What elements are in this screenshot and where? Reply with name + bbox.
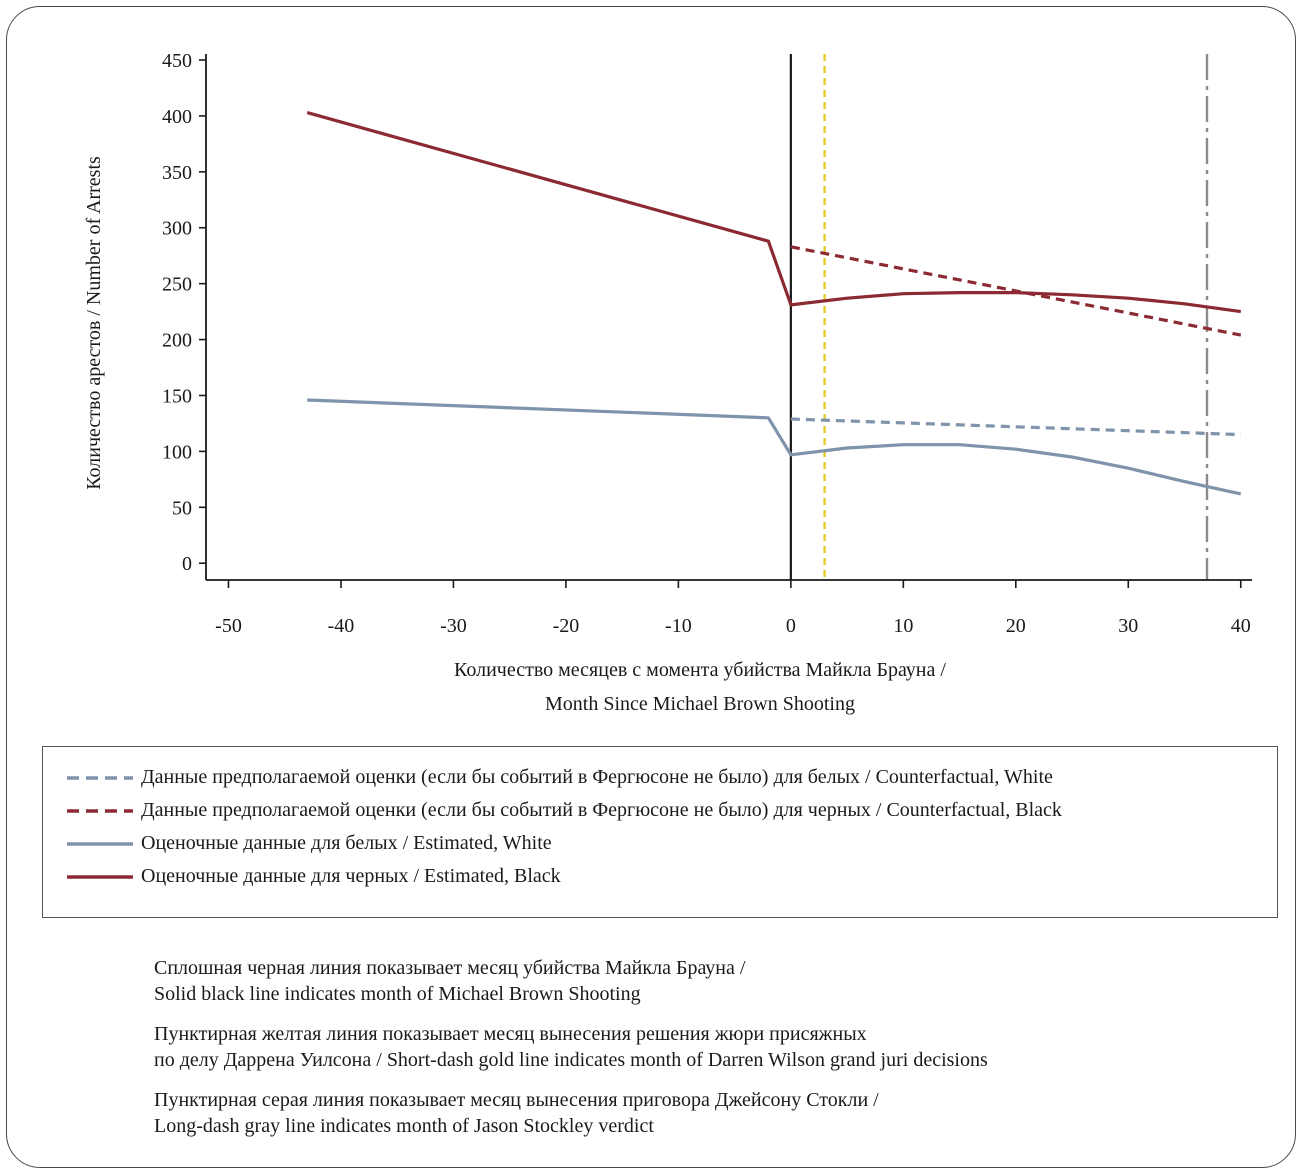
- legend-item: Оценочные данные для белых / Estimated, …: [43, 827, 1277, 860]
- legend-item: Оценочные данные для черных / Estimated,…: [43, 860, 1277, 893]
- legend-label: Оценочные данные для черных / Estimated,…: [141, 865, 561, 887]
- y-tick-label: 450: [162, 50, 192, 72]
- note-text: по делу Даррена Уилсона / Short-dash gol…: [154, 1049, 988, 1071]
- series-line-2: [307, 398, 1242, 496]
- legend-item: Данные предполагаемой оценки (если бы со…: [43, 761, 1277, 794]
- legend-swatch-counterfactual-white: [67, 775, 133, 780]
- y-tick-label: 300: [162, 218, 192, 240]
- figure-frame: [6, 6, 1296, 1168]
- note-text: Long-dash gray line indicates month of J…: [154, 1115, 654, 1137]
- note-text: Сплошная черная линия показывает месяц у…: [154, 957, 746, 979]
- legend-swatch-estimated-black: [67, 874, 133, 879]
- note-gold-dash-line: Пунктирная желтая линия показывает месяц…: [154, 1021, 1254, 1073]
- x-tick-label: 10: [893, 615, 913, 637]
- y-tick-label: 200: [162, 330, 192, 352]
- x-tick-label: -10: [665, 615, 692, 637]
- series-line-0: [790, 417, 1241, 437]
- x-tick-label: -30: [440, 615, 467, 637]
- reference-lines: [789, 54, 1209, 580]
- legend-label: Оценочные данные для белых / Estimated, …: [141, 832, 552, 854]
- note-solid-black-line: Сплошная черная линия показывает месяц у…: [154, 955, 1254, 1007]
- y-tick-label: 100: [162, 441, 192, 463]
- x-axis-label-line1: Количество месяцев с момента убийства Ма…: [454, 659, 946, 681]
- x-tick-label: 0: [786, 615, 796, 637]
- note-text: Solid black line indicates month of Mich…: [154, 983, 641, 1005]
- y-tick-label: 350: [162, 162, 192, 184]
- legend-swatch-counterfactual-black: [67, 808, 133, 813]
- x-tick-label: -50: [215, 615, 242, 637]
- legend-swatch-estimated-white: [67, 841, 133, 846]
- series-line-3: [306, 111, 1242, 314]
- x-tick-label: 40: [1231, 615, 1251, 637]
- y-tick-label: 150: [162, 385, 192, 407]
- x-tick-label: -20: [553, 615, 580, 637]
- x-tick-label: -40: [328, 615, 355, 637]
- axes: [199, 54, 1252, 588]
- legend-label: Данные предполагаемой оценки (если бы со…: [141, 799, 1062, 821]
- legend-item: Данные предполагаемой оценки (если бы со…: [43, 794, 1277, 827]
- note-text: Пунктирная желтая линия показывает месяц…: [154, 1023, 867, 1045]
- note-gray-dash-line: Пунктирная серая линия показывает месяц …: [154, 1087, 1254, 1139]
- x-tick-label: 30: [1118, 615, 1138, 637]
- x-axis-label-line2: Month Since Michael Brown Shooting: [545, 693, 855, 715]
- series-lines: [306, 111, 1242, 496]
- note-text: Пунктирная серая линия показывает месяц …: [154, 1089, 879, 1111]
- x-tick-label: 20: [1006, 615, 1026, 637]
- y-axis-label: Количество арестов / Number of Arrests: [83, 156, 105, 490]
- notes: Сплошная черная линия показывает месяц у…: [154, 955, 1254, 1153]
- y-tick-label: 250: [162, 274, 192, 296]
- series-line-1: [790, 245, 1242, 337]
- legend: Данные предполагаемой оценки (если бы со…: [42, 746, 1278, 918]
- y-tick-label: 400: [162, 106, 192, 128]
- legend-label: Данные предполагаемой оценки (если бы со…: [141, 766, 1053, 788]
- y-tick-label: 0: [182, 553, 192, 575]
- y-tick-label: 50: [172, 497, 192, 519]
